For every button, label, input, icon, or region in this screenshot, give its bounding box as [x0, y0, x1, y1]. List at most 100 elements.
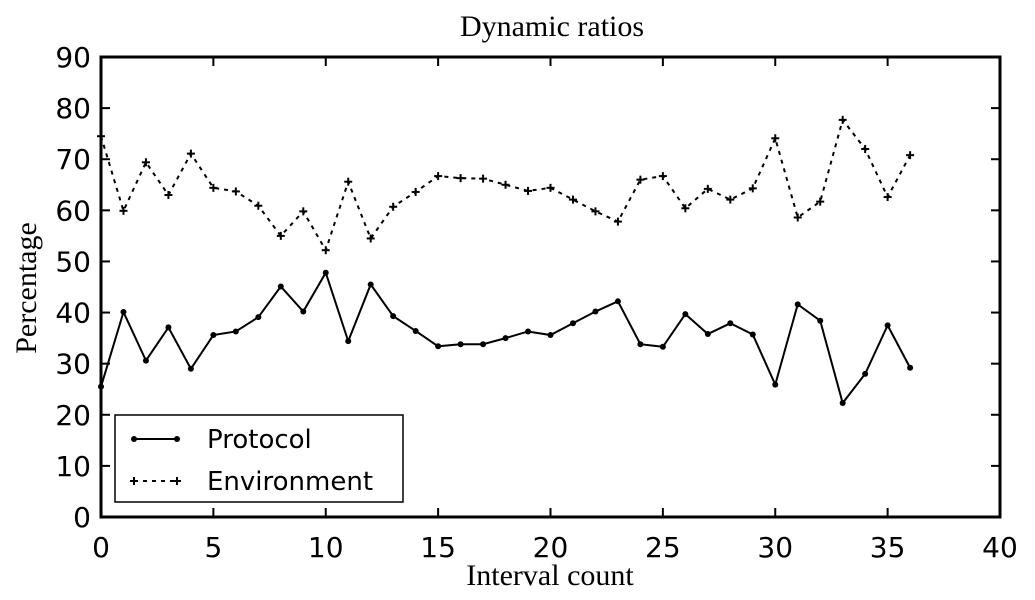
- data-point-protocol: [637, 341, 644, 348]
- data-point-protocol: [457, 341, 464, 348]
- data-point-protocol: [727, 320, 734, 327]
- data-point-environment: [456, 174, 465, 183]
- data-point-protocol: [682, 311, 689, 318]
- data-point-environment: [299, 207, 308, 216]
- data-point-environment: [366, 234, 375, 243]
- data-point-environment: [816, 197, 825, 206]
- data-point-environment: [883, 193, 892, 202]
- plot-series: [97, 115, 915, 407]
- data-point-environment: [411, 187, 420, 196]
- x-tick-label: 15: [420, 531, 456, 564]
- data-point-environment: [501, 180, 510, 189]
- data-point-protocol: [862, 370, 869, 377]
- chart-title: Dynamic ratios: [460, 10, 644, 43]
- data-point-protocol: [187, 365, 194, 372]
- data-point-protocol: [165, 324, 172, 331]
- data-point-environment: [726, 195, 735, 204]
- data-point-protocol: [480, 341, 487, 348]
- data-point-protocol: [659, 343, 666, 350]
- data-point-environment: [141, 158, 150, 167]
- data-point-protocol: [255, 314, 262, 321]
- data-point-protocol: [817, 317, 824, 324]
- data-point-protocol: [502, 335, 509, 342]
- data-point-protocol: [322, 269, 329, 276]
- data-point-environment: [254, 201, 263, 210]
- legend-marker-protocol: [174, 436, 180, 442]
- data-point-environment: [658, 172, 667, 181]
- x-tick-label: 20: [533, 531, 569, 564]
- data-point-environment: [344, 177, 353, 186]
- data-point-protocol: [210, 332, 217, 339]
- data-point-protocol: [839, 400, 846, 407]
- x-tick-label: 25: [645, 531, 681, 564]
- data-point-protocol: [300, 308, 307, 315]
- data-point-environment: [906, 151, 915, 160]
- data-point-protocol: [367, 281, 374, 288]
- series-protocol: [98, 269, 914, 407]
- data-point-environment: [636, 175, 645, 184]
- data-point-protocol: [232, 328, 239, 335]
- data-point-protocol: [525, 328, 532, 335]
- data-point-protocol: [614, 298, 621, 305]
- y-tick-label: 20: [55, 399, 91, 432]
- data-point-protocol: [412, 327, 419, 334]
- y-tick-label: 90: [55, 41, 91, 74]
- data-point-environment: [861, 145, 870, 153]
- data-point-environment: [524, 186, 533, 195]
- data-point-protocol: [749, 331, 756, 338]
- data-point-environment: [771, 134, 780, 143]
- legend: Protocol Environment: [114, 414, 404, 503]
- data-point-environment: [793, 213, 802, 222]
- x-tick-label: 5: [204, 531, 222, 564]
- data-point-environment: [703, 184, 712, 193]
- data-point-protocol: [884, 322, 891, 329]
- data-point-protocol: [142, 357, 149, 364]
- data-point-protocol: [772, 381, 779, 388]
- x-tick-label: 10: [308, 531, 344, 564]
- data-point-environment: [321, 246, 330, 255]
- y-tick-label: 50: [55, 245, 91, 278]
- series-environment: [97, 115, 915, 255]
- legend-box: [114, 414, 404, 503]
- data-point-environment: [186, 149, 195, 158]
- data-point-protocol: [569, 320, 576, 327]
- legend-marker-environment: [130, 477, 138, 485]
- data-point-environment: [613, 217, 622, 226]
- data-point-environment: [119, 206, 128, 215]
- data-point-environment: [276, 231, 285, 240]
- x-axis-label: Interval count: [466, 559, 634, 592]
- legend-label-environment: Environment: [207, 467, 373, 497]
- data-point-environment: [681, 204, 690, 213]
- data-point-environment: [209, 183, 218, 192]
- data-point-protocol: [345, 338, 352, 345]
- data-point-protocol: [435, 343, 442, 350]
- y-axis-label: Percentage: [10, 222, 43, 354]
- plot-frame: [99, 55, 1002, 519]
- data-point-protocol: [794, 301, 801, 308]
- data-point-environment: [389, 202, 398, 211]
- data-point-environment: [568, 195, 577, 204]
- y-tick-label: 60: [55, 194, 91, 227]
- y-tick-label: 0: [73, 501, 91, 534]
- y-tick-label: 30: [55, 348, 91, 381]
- legend-label-protocol: Protocol: [207, 425, 312, 455]
- data-point-environment: [546, 183, 555, 192]
- data-point-environment: [591, 207, 600, 216]
- data-point-protocol: [277, 283, 284, 290]
- data-point-protocol: [704, 331, 711, 338]
- data-point-environment: [479, 174, 488, 183]
- y-tick-label: 40: [55, 297, 91, 330]
- y-tick-label: 10: [55, 450, 91, 483]
- data-point-environment: [164, 191, 173, 199]
- data-point-protocol: [547, 332, 554, 339]
- x-tick-label: 40: [982, 531, 1018, 564]
- data-point-protocol: [390, 313, 397, 320]
- data-point-environment: [838, 115, 847, 124]
- legend-marker-protocol: [131, 436, 137, 442]
- legend-marker-environment: [173, 477, 181, 485]
- data-point-protocol: [907, 364, 914, 371]
- axis-ticks: 0 5 10 15 20 25 30 35 40 0 10 20 30 40 50 60 70 80 90: [55, 41, 1017, 564]
- data-point-protocol: [592, 308, 599, 315]
- x-tick-label: 35: [870, 531, 906, 564]
